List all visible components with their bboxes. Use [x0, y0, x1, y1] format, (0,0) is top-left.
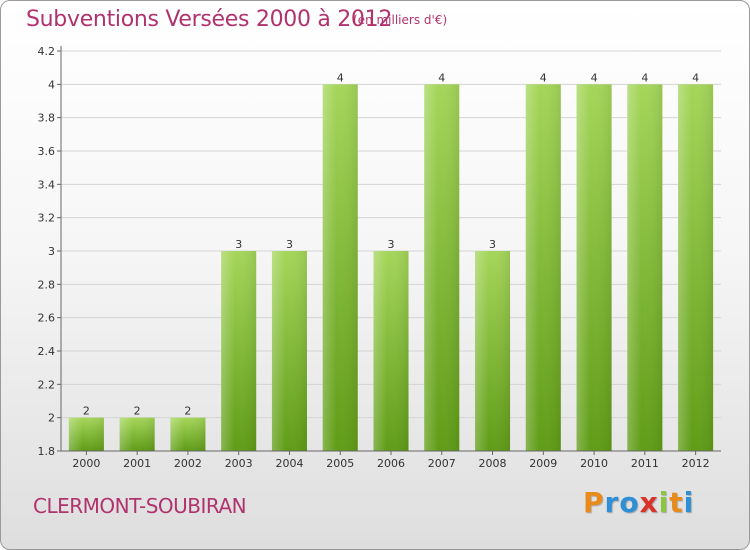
y-tick-label: 3.2	[38, 212, 56, 225]
logo-letter: r	[604, 486, 620, 519]
y-tick-label: 1.8	[38, 445, 56, 458]
data-label: 3	[286, 238, 293, 251]
data-label: 4	[591, 71, 598, 84]
bar-shade	[221, 251, 257, 451]
chart-unit: (en milliers d'€)	[353, 13, 448, 27]
bars	[68, 84, 714, 451]
x-tick-label: 2008	[479, 457, 507, 470]
bar-shade	[322, 84, 358, 451]
y-tick-label: 2.2	[38, 378, 56, 391]
data-label: 4	[337, 71, 344, 84]
bar-shade	[627, 84, 663, 451]
bar-shade	[119, 417, 155, 451]
y-tick-label: 3.4	[38, 178, 56, 191]
axes	[57, 46, 721, 455]
bar-shade	[271, 251, 307, 451]
data-label: 3	[235, 238, 242, 251]
data-label: 3	[388, 238, 395, 251]
chart-title: Subventions Versées 2000 à 2012	[26, 7, 393, 32]
bar-shade	[576, 84, 612, 451]
x-tick-label: 2007	[428, 457, 456, 470]
logo-letter: P	[583, 486, 605, 519]
logo-letter: o	[619, 486, 640, 519]
y-tick-label: 3	[48, 245, 55, 258]
x-tick-label: 2011	[631, 457, 659, 470]
x-tick-label: 2006	[377, 457, 405, 470]
bar-shade	[68, 417, 104, 451]
x-tick-label: 2005	[326, 457, 354, 470]
commune-name: CLERMONT-SOUBIRAN	[33, 494, 247, 518]
x-tick-label: 2009	[529, 457, 557, 470]
x-tick-label: 2012	[682, 457, 710, 470]
data-label: 4	[641, 71, 648, 84]
data-label: 2	[83, 405, 90, 418]
data-label: 4	[692, 71, 699, 84]
data-label: 2	[184, 405, 191, 418]
y-tick-label: 2.6	[38, 312, 56, 325]
y-tick-label: 2	[48, 412, 55, 425]
bar-shade	[525, 84, 561, 451]
x-tick-label: 2002	[174, 457, 202, 470]
logo-letter: x	[639, 486, 659, 519]
x-tick-label: 2001	[123, 457, 151, 470]
labels: 1.8 2 2.2 2.4 2.6 2.8 3 3.2 3.4 3.6 3.8 4 4.2 2000 2 20…	[38, 45, 710, 470]
bar-shade	[678, 84, 714, 451]
bar-shade	[373, 251, 409, 451]
x-tick-label: 2010	[580, 457, 608, 470]
logo-letter: i	[683, 486, 695, 519]
y-tick-label: 2.8	[38, 278, 56, 291]
y-tick-label: 4.2	[38, 45, 56, 58]
data-label: 4	[540, 71, 547, 84]
x-tick-label: 2004	[275, 457, 303, 470]
data-label: 3	[489, 238, 496, 251]
bar-shade	[170, 417, 206, 451]
y-tick-label: 3.6	[38, 145, 56, 158]
proxiti-logo: Proxiti	[583, 486, 694, 519]
y-tick-label: 4	[48, 78, 55, 91]
x-tick-label: 2000	[72, 457, 100, 470]
data-label: 4	[438, 71, 445, 84]
bar-shade	[475, 251, 511, 451]
x-tick-label: 2003	[225, 457, 253, 470]
logo-letter: t	[669, 486, 684, 519]
bar-shade	[424, 84, 460, 451]
y-tick-label: 2.4	[38, 345, 56, 358]
y-tick-label: 3.8	[38, 112, 56, 125]
data-label: 2	[134, 405, 141, 418]
logo-letter: i	[658, 486, 670, 519]
